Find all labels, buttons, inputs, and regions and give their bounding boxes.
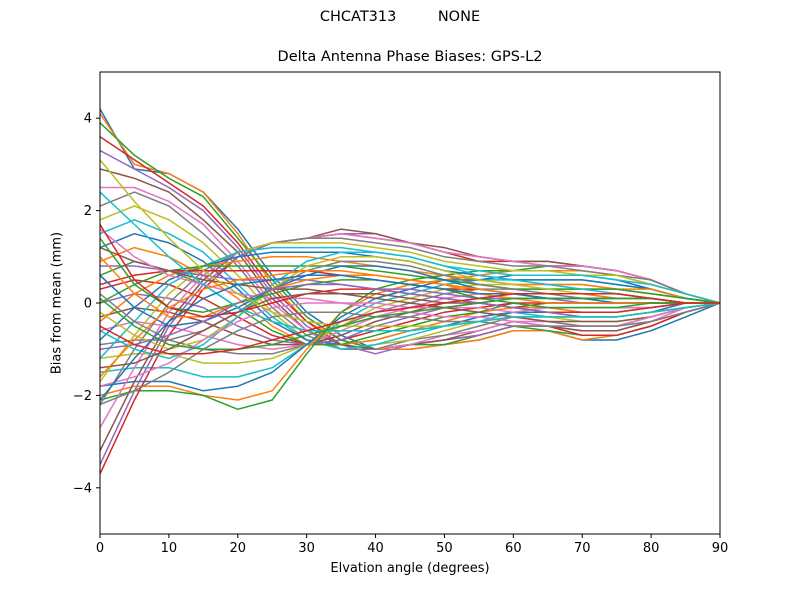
x-tick-label: 20: [230, 541, 247, 556]
x-tick-label: 50: [436, 541, 453, 556]
y-axis-label: Bias from mean (mm): [49, 231, 65, 375]
y-tick-label: 0: [84, 297, 92, 312]
series-line: [100, 265, 720, 304]
y-tick-label: 4: [84, 112, 92, 127]
x-axis-label: Elvation angle (degrees): [330, 561, 490, 576]
x-tick-label: 10: [161, 541, 178, 556]
x-tick-label: 70: [574, 541, 591, 556]
x-axis-ticks: 0 10 20 30 40 50 60 70 80 90: [96, 534, 728, 556]
y-tick-label: 2: [84, 204, 92, 219]
series-lines: [100, 108, 720, 475]
figure-suptitle: CHCAT313 NONE: [319, 9, 481, 25]
y-axis-ticks: −4 −2 0 2 4: [73, 112, 100, 496]
series-line: [100, 191, 720, 332]
y-tick-label: −4: [73, 481, 92, 496]
x-tick-label: 30: [298, 541, 315, 556]
x-tick-label: 80: [643, 541, 660, 556]
x-tick-label: 0: [96, 541, 104, 556]
x-tick-label: 90: [712, 541, 729, 556]
x-tick-label: 60: [505, 541, 522, 556]
series-line: [100, 293, 720, 355]
chart-title: Delta Antenna Phase Biases: GPS-L2: [277, 49, 543, 65]
series-line: [100, 297, 720, 350]
series-line: [100, 108, 720, 350]
series-line: [100, 293, 720, 369]
y-tick-label: −2: [73, 389, 92, 404]
x-tick-label: 40: [367, 541, 384, 556]
